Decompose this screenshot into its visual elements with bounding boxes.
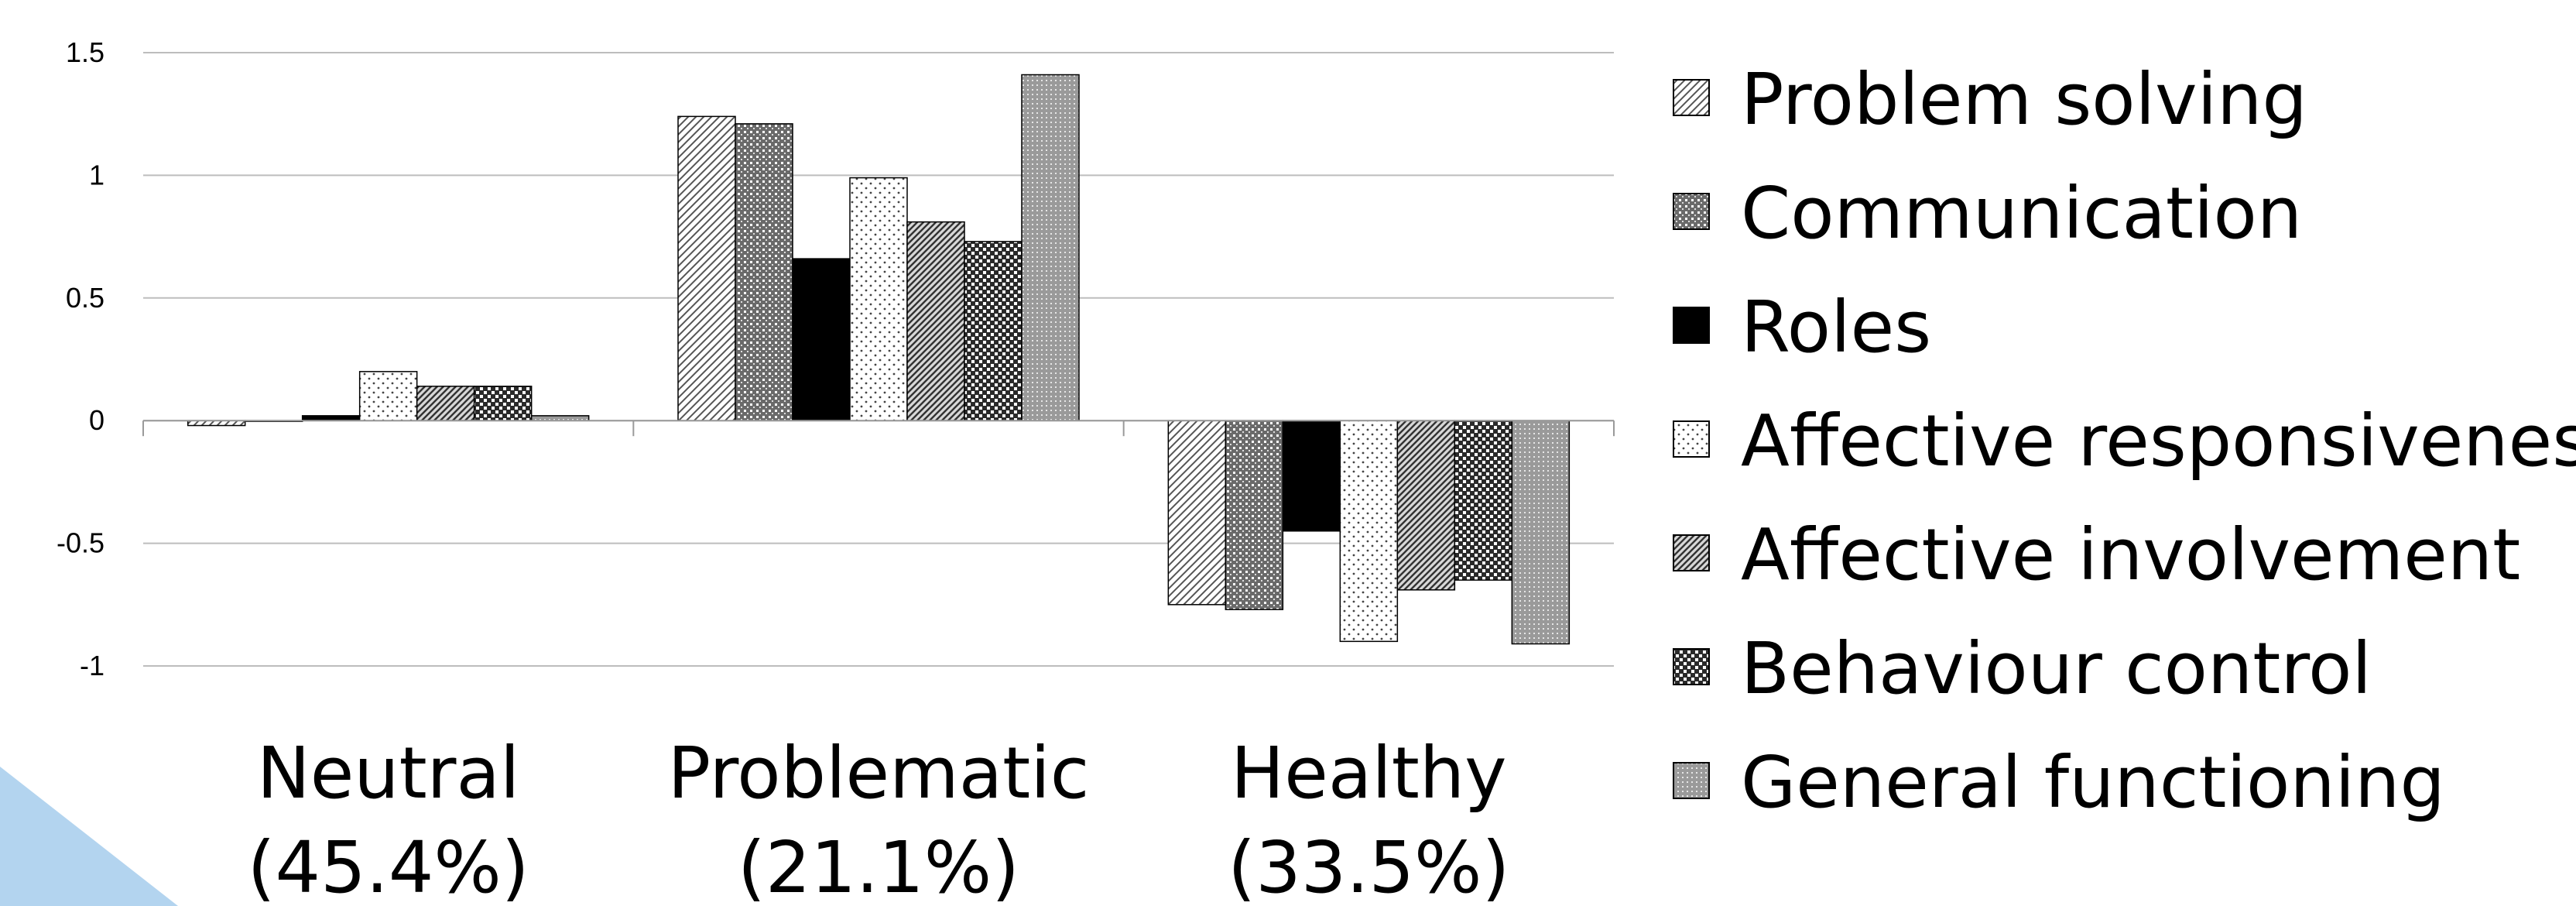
x-category-label: (33.5%) [1228, 826, 1509, 906]
bar [964, 241, 1023, 421]
y-axis-tick-labels: -1 -0.5 0 0.5 1 1.5 [57, 36, 104, 681]
legend-swatch [1673, 307, 1710, 344]
legend-swatch [1673, 420, 1710, 458]
legend-label: Behaviour control [1741, 627, 2372, 710]
y-tick-label: 1.5 [66, 36, 104, 68]
legend-label: General functioning [1741, 741, 2445, 824]
legend-swatch [1673, 648, 1710, 685]
bar [906, 221, 965, 421]
legend-label: Problem solving [1741, 58, 2307, 141]
x-axis [142, 420, 1615, 437]
legend-label: Communication [1741, 172, 2302, 255]
y-tick-label: -0.5 [57, 527, 104, 559]
legend-label: Affective involvement [1741, 513, 2520, 596]
bar [849, 177, 908, 421]
y-tick-label: -1 [80, 650, 104, 681]
bar [416, 386, 475, 421]
bars [187, 74, 1571, 645]
bar [1454, 420, 1513, 581]
x-category-label: (45.4%) [248, 826, 529, 906]
bar [1339, 420, 1399, 643]
x-category-label: Healthy [1231, 732, 1507, 815]
x-category-label: (21.1%) [738, 826, 1019, 906]
corner-decoration [0, 767, 178, 906]
legend-swatch [1673, 79, 1710, 116]
legend-swatch [1673, 534, 1710, 571]
x-category-label: Neutral [257, 732, 520, 815]
bar [677, 115, 736, 421]
y-tick-label: 0.5 [66, 282, 104, 314]
bar [473, 386, 533, 421]
bar [1167, 420, 1227, 606]
legend-swatch [1673, 762, 1710, 799]
legend-label: Roles [1741, 286, 1931, 369]
legend: Problem solving Communication Roles Affecti… [1673, 58, 2576, 824]
y-tick-label: 0 [89, 404, 104, 436]
legend-label: Affective responsiveness [1741, 400, 2576, 482]
y-tick-label: 1 [89, 159, 104, 190]
bar [792, 258, 851, 421]
bar [358, 371, 418, 421]
bar [1021, 74, 1080, 421]
category-labels: Neutral (45.4%) Problematic (21.1%) Healthy (… [248, 732, 1510, 906]
legend-swatch [1673, 193, 1710, 230]
bar [1511, 420, 1571, 645]
bar [1225, 420, 1284, 610]
bar [1282, 420, 1341, 532]
x-category-label: Problematic [668, 732, 1090, 815]
bar [735, 123, 793, 421]
bar [1396, 420, 1456, 591]
